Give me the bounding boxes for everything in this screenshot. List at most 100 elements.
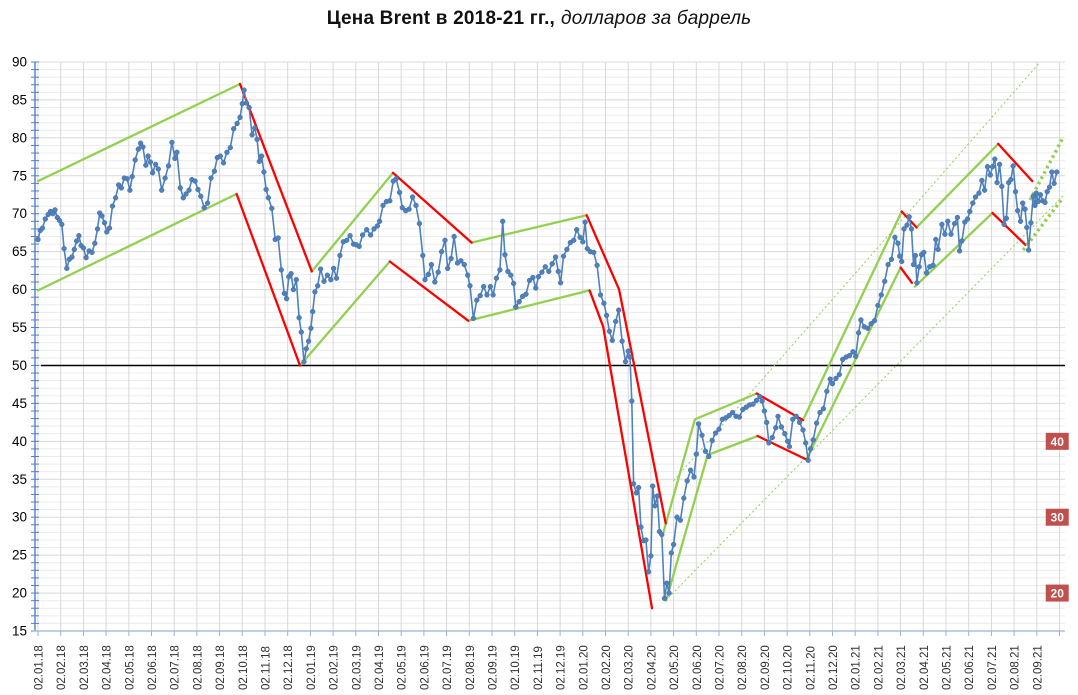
price-point	[500, 218, 506, 224]
price-point	[124, 176, 130, 182]
price-point	[597, 292, 604, 298]
price-point	[954, 214, 961, 221]
x-axis-label: 02.10.19	[510, 645, 522, 690]
price-point	[328, 277, 334, 283]
price-point	[109, 203, 116, 209]
trend-red-down-autumn-2020-lower	[756, 434, 808, 461]
price-point	[474, 297, 480, 303]
price-point	[224, 149, 230, 155]
price-point	[505, 268, 511, 275]
price-level-badge-label: 40	[1051, 435, 1065, 449]
price-point	[784, 438, 791, 444]
price-point	[135, 146, 141, 152]
price-point	[249, 132, 255, 138]
price-point	[582, 219, 588, 225]
price-point	[101, 220, 108, 226]
price-point	[899, 258, 905, 265]
price-point	[508, 272, 514, 278]
y-axis-ticks	[31, 61, 39, 632]
price-point	[729, 409, 736, 416]
price-point	[638, 524, 644, 530]
trend-green-up-channel-2021-upper	[915, 142, 1000, 229]
price-point	[428, 261, 435, 268]
chart-title-main: Цена Brent в 2018-21 гг.,	[326, 8, 556, 29]
y-axis-label: 55	[12, 320, 27, 335]
x-axis-label: 02.04.19	[374, 645, 386, 690]
price-point	[987, 172, 993, 178]
price-point	[571, 237, 577, 243]
price-point	[234, 120, 240, 127]
price-level-badge	[1045, 432, 1069, 450]
x-axis-label: 02.11.20	[805, 646, 817, 690]
x-axis-label: 02.06.19	[419, 645, 431, 690]
price-point	[793, 413, 799, 419]
price-point	[1020, 200, 1026, 206]
trend-red-correction-mar-2021-lower	[899, 266, 914, 284]
price-point	[850, 349, 856, 355]
price-point	[885, 261, 891, 268]
price-point	[303, 346, 309, 352]
trend-green-up-channel-2020-21-lower	[805, 266, 902, 461]
price-point	[211, 168, 218, 174]
price-point	[406, 206, 412, 212]
trend-red-down-2019-upper	[391, 171, 473, 244]
price-point	[622, 359, 629, 365]
price-point	[467, 283, 473, 289]
price-point	[800, 427, 806, 433]
price-point	[61, 245, 67, 252]
price-point	[364, 227, 370, 233]
price-point	[775, 413, 781, 419]
price-point	[147, 159, 154, 165]
horizontal-gridlines	[36, 61, 1065, 632]
price-point	[855, 330, 862, 336]
price-point	[810, 437, 816, 443]
price-point	[564, 246, 570, 253]
price-point	[127, 187, 133, 193]
price-point	[539, 269, 545, 275]
x-axis-label: 02.09.20	[760, 645, 772, 690]
price-point	[627, 354, 633, 360]
price-point	[687, 467, 694, 473]
price-point	[546, 268, 552, 275]
price-point	[252, 125, 258, 131]
price-point	[1012, 189, 1019, 195]
price-point	[490, 292, 496, 298]
price-point	[778, 424, 785, 430]
price-point	[989, 164, 996, 170]
price-point	[296, 315, 302, 321]
price-point	[231, 126, 237, 132]
price-point	[820, 406, 827, 412]
price-point	[246, 104, 252, 111]
price-point	[183, 191, 189, 197]
price-point	[601, 300, 607, 306]
x-axis-ticks	[37, 631, 1060, 636]
price-point	[312, 289, 318, 295]
price-point	[591, 249, 597, 256]
price-point	[76, 233, 82, 239]
trend-red-down-jul-2021-lower	[991, 211, 1027, 246]
x-axis-label: 02.03.19	[351, 645, 363, 690]
price-point	[668, 550, 674, 556]
price-point	[269, 205, 275, 212]
price-point	[901, 226, 907, 232]
price-point	[513, 304, 519, 310]
forecast-lines-dotted-thick	[1021, 137, 1065, 252]
chart-title: Цена Brent в 2018-21 гг., долларов за бар…	[0, 8, 1078, 30]
x-axis-label: 02.06.18	[147, 645, 159, 690]
x-axis-label: 02.10.18	[238, 645, 250, 690]
price-point	[790, 416, 796, 422]
price-point	[59, 221, 65, 228]
price-point	[42, 216, 48, 222]
price-point	[959, 238, 965, 244]
price-point	[422, 277, 428, 283]
price-point	[293, 277, 299, 283]
price-point	[984, 164, 991, 170]
price-point	[875, 302, 881, 309]
price-point	[666, 590, 672, 596]
price-point	[80, 245, 87, 251]
price-point	[387, 198, 393, 204]
price-point	[435, 269, 441, 275]
price-point	[923, 270, 930, 276]
price-point	[939, 221, 945, 228]
